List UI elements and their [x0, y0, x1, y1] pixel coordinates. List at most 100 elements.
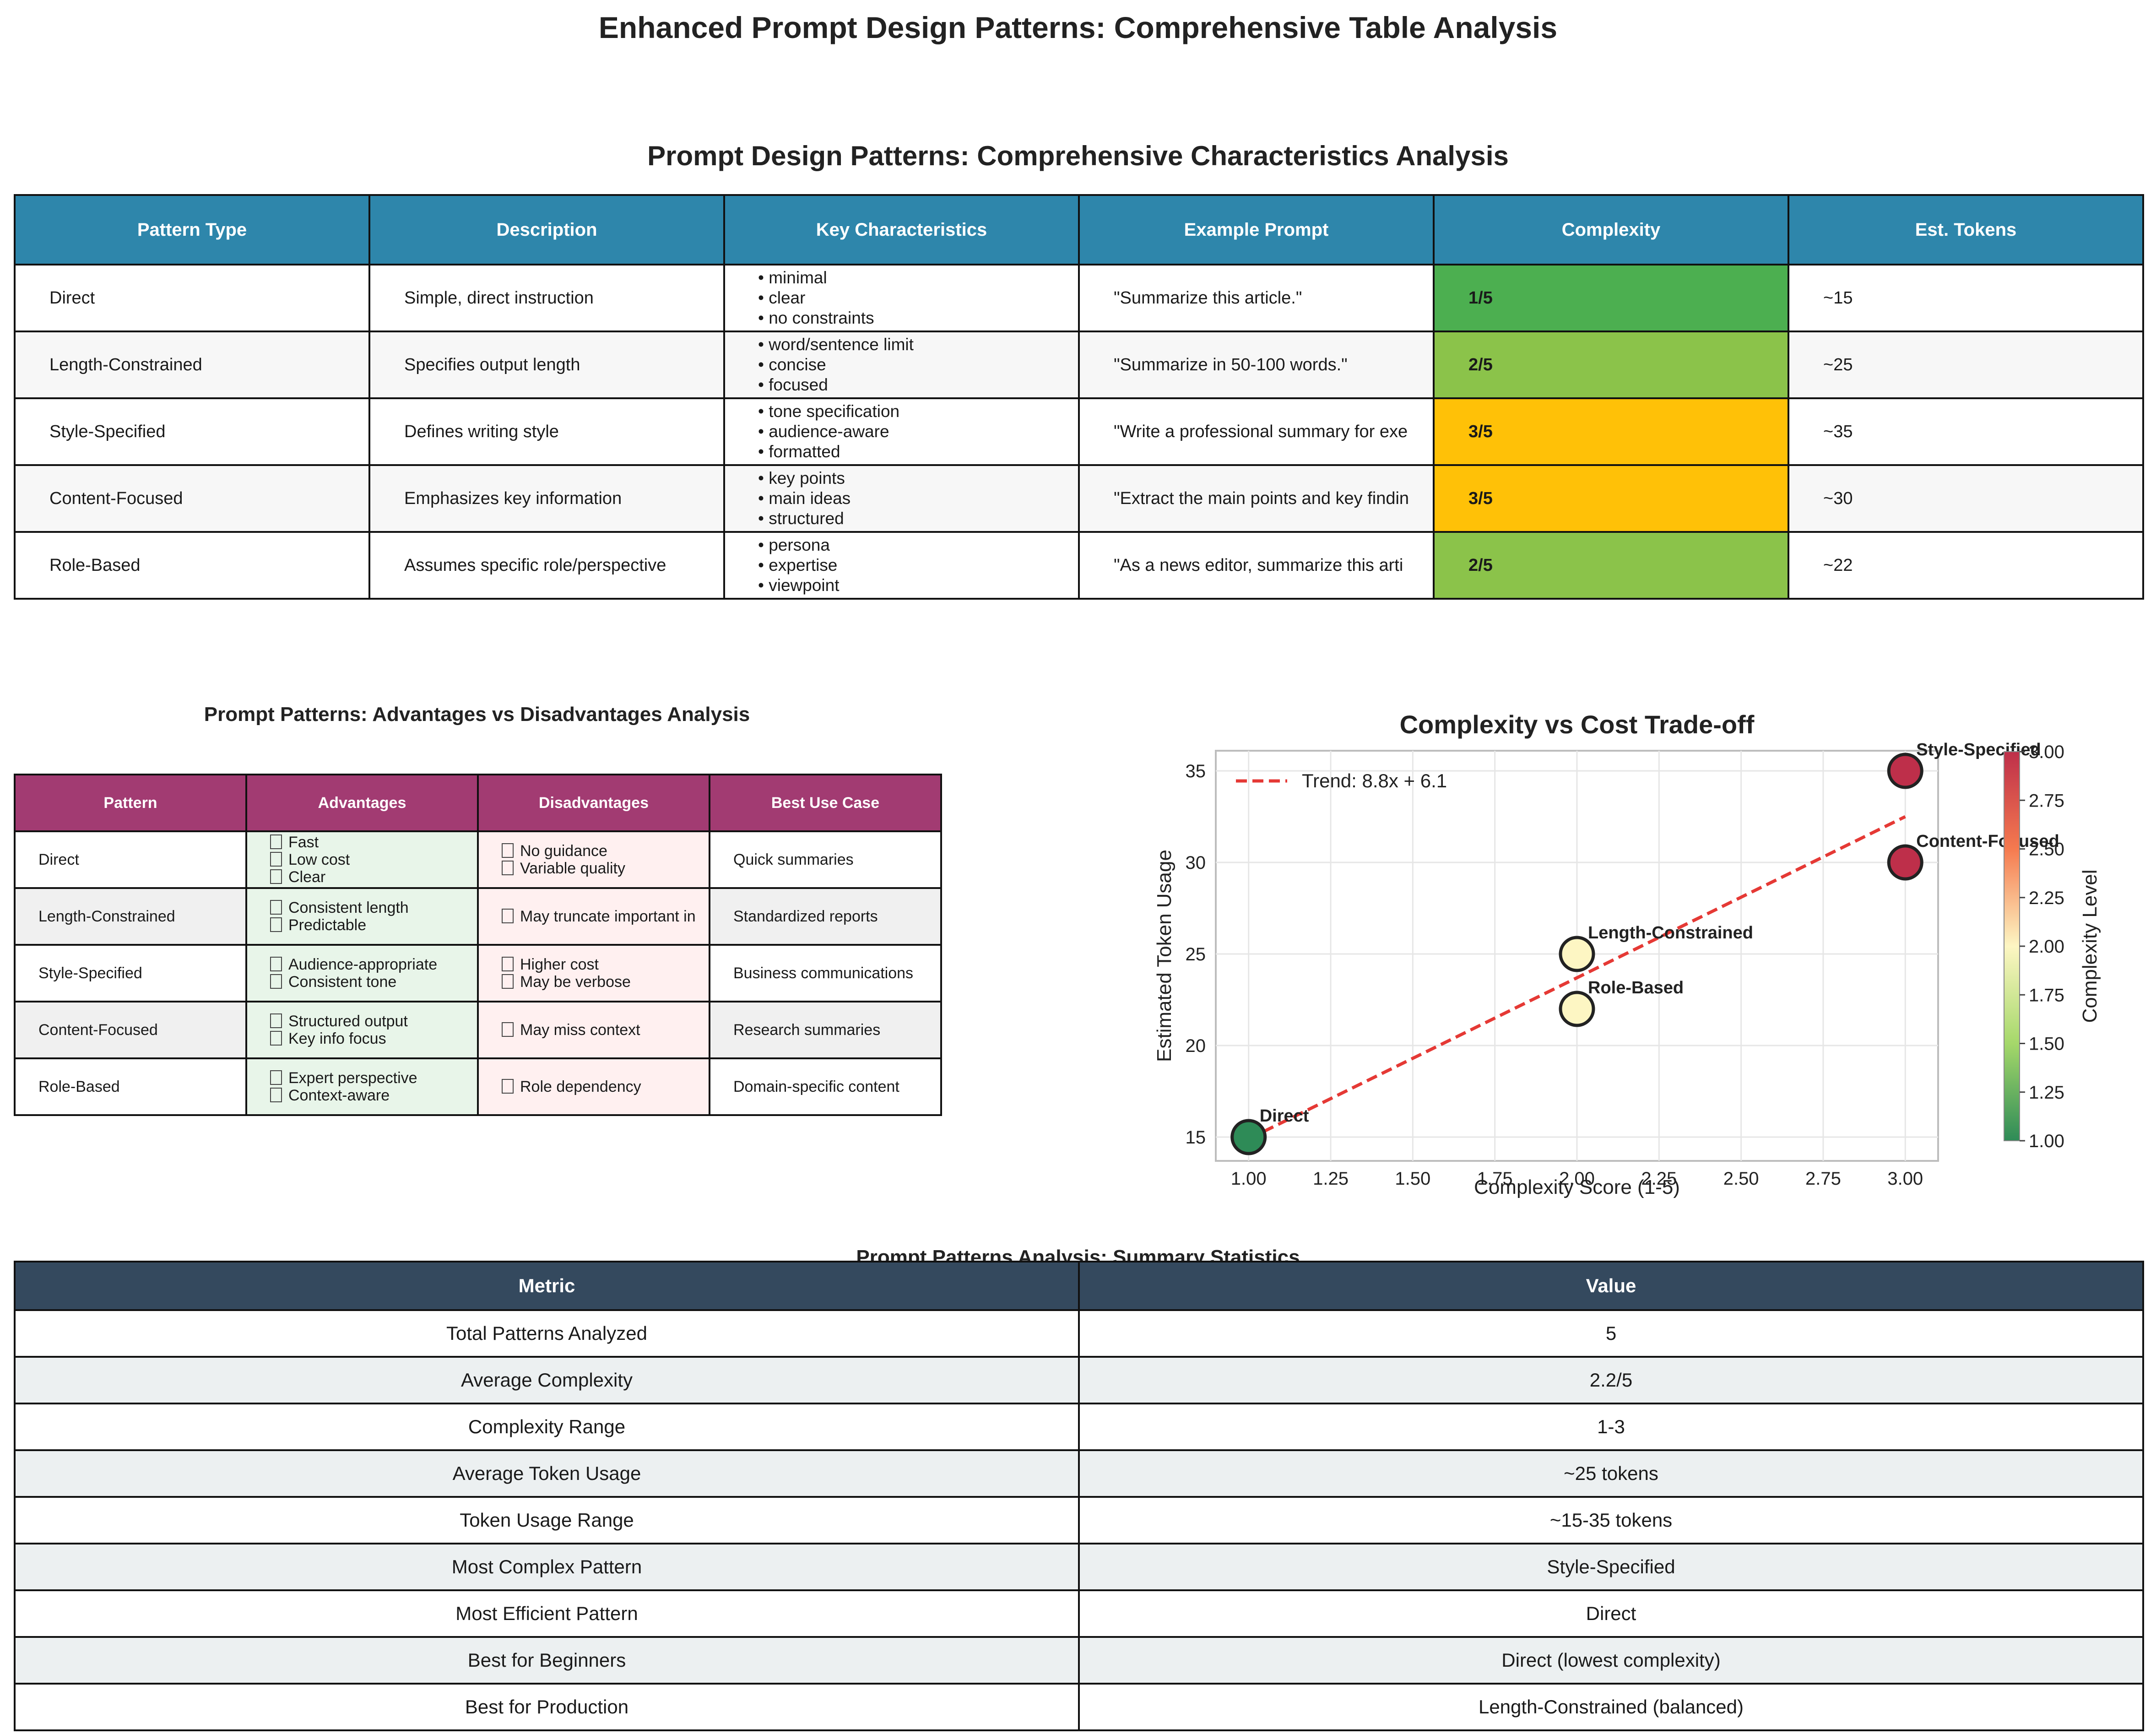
characteristics-cell: • minimal • clear • no constraints [723, 264, 1080, 332]
t1-header-cell: Est. Tokens [1788, 194, 2144, 266]
point-label: Direct [1260, 1106, 1309, 1126]
disadvantage-item: May miss context [502, 1021, 708, 1039]
scatter-chart: Complexity vs Cost Trade-off Direct Lengt… [1153, 710, 2101, 1198]
y-tick-label: 15 [1186, 1127, 1206, 1148]
example-cell: "Summarize this article." [1078, 264, 1435, 332]
metric-cell: Total Patterns Analyzed [14, 1309, 1080, 1358]
axis-ticks: 1.00 1.25 1.50 1.75 2.00 2.25 2.50 2.75 3.00 15 20… [1186, 761, 1923, 1189]
pattern-cell: Content-Focused [14, 1001, 247, 1059]
table-row: Average Token Usage ~25 tokens [14, 1449, 2144, 1498]
value-cell: Length-Constrained (balanced) [1078, 1683, 2144, 1731]
disadvantage-text: May miss context [520, 1021, 640, 1039]
missing-glyph-icon [270, 852, 282, 867]
point-label: Content-Focused [1916, 832, 2059, 851]
value-cell: Style-Specified [1078, 1543, 2144, 1591]
x-tick-label: 2.25 [1641, 1169, 1677, 1189]
table-row: Style-Specified Audience-appropriate Consi… [14, 944, 942, 1002]
advantage-text: Low cost [288, 851, 350, 868]
description-cell: Specifies output length [368, 331, 725, 399]
legend: Trend: 8.8x + 6.1 [1236, 770, 1447, 791]
point-label: Length-Constrained [1588, 923, 1753, 943]
metric-cell: Best for Beginners [14, 1636, 1080, 1685]
missing-glyph-icon [502, 909, 514, 923]
t2-header-cell: Advantages [245, 774, 479, 832]
missing-glyph-icon [270, 1070, 282, 1085]
points: Direct Length-Constrained Style-Specified C… [1230, 740, 2059, 1155]
advantage-item: Low cost [270, 851, 476, 868]
y-tick-label: 20 [1186, 1036, 1206, 1056]
data-point [1559, 991, 1595, 1027]
t3-header-cell: Metric [14, 1261, 1080, 1311]
pattern-cell: Length-Constrained [14, 331, 370, 399]
colorbar-tick-label: 3.00 [2029, 742, 2064, 762]
metric-cell: Most Efficient Pattern [14, 1589, 1080, 1638]
advantage-text: Predictable [288, 916, 367, 934]
metric-cell: Best for Production [14, 1683, 1080, 1731]
characteristic-item: • expertise [758, 556, 838, 574]
pattern-cell: Length-Constrained [14, 887, 247, 946]
complexity-cell: 3/5 [1433, 397, 1789, 466]
t2-header-cell: Best Use Case [709, 774, 942, 832]
y-axis-label: Estimated Token Usage [1153, 850, 1176, 1062]
advantages-table: Pattern Advantages Disadvantages Best Use C… [14, 774, 942, 1116]
use-case-cell: Quick summaries [709, 830, 942, 889]
table-row: Best for Production Length-Constrained (b… [14, 1683, 2144, 1731]
advantage-text: Fast [288, 834, 319, 851]
characteristic-item: • audience-aware [758, 422, 889, 441]
table-row: Length-Constrained Consistent length Predi… [14, 887, 942, 946]
value-cell: Direct (lowest complexity) [1078, 1636, 2144, 1685]
missing-glyph-icon [270, 1013, 282, 1028]
missing-glyph-icon [270, 869, 282, 884]
missing-glyph-icon [502, 957, 514, 971]
advantage-item: Consistent length [270, 899, 476, 916]
advantage-text: Structured output [288, 1013, 408, 1030]
chart-title: Complexity vs Cost Trade-off [1400, 710, 1755, 739]
table-row: Token Usage Range ~15-35 tokens [14, 1496, 2144, 1544]
disadvantage-item: No guidance [502, 842, 708, 860]
advantage-text: Consistent length [288, 899, 409, 916]
advantage-text: Audience-appropriate [288, 956, 438, 973]
disadvantages-cell: No guidance Variable quality [477, 830, 710, 889]
table-row: Most Complex Pattern Style-Specified [14, 1543, 2144, 1591]
advantage-item: Expert perspective [270, 1069, 476, 1087]
page-title: Enhanced Prompt Design Patterns: Compreh… [598, 11, 1558, 44]
t1-header-cell: Complexity [1433, 194, 1789, 266]
missing-glyph-icon [502, 1079, 514, 1094]
table-row: Content-Focused Emphasizes key informatio… [14, 464, 2144, 533]
disadvantage-item: May be verbose [502, 973, 708, 991]
advantages-cell: Fast Low cost Clear [245, 830, 479, 889]
use-case-cell: Research summaries [709, 1001, 942, 1059]
advantage-item: Audience-appropriate [270, 956, 476, 973]
colorbar-tick-label: 1.50 [2029, 1034, 2064, 1054]
disadvantage-text: Higher cost [520, 956, 599, 973]
colorbar-tick-label: 1.75 [2029, 985, 2064, 1005]
description-cell: Simple, direct instruction [368, 264, 725, 332]
trend [1248, 815, 1906, 1141]
colorbar-tick-label: 1.00 [2029, 1131, 2064, 1151]
missing-glyph-icon [270, 974, 282, 989]
advantages-cell: Audience-appropriate Consistent tone [245, 944, 479, 1002]
metric-cell: Complexity Range [14, 1403, 1080, 1451]
t1-header-cell: Example Prompt [1078, 194, 1435, 266]
example-cell: "As a news editor, summarize this arti [1078, 531, 1435, 600]
disadvantages-cell: May miss context [477, 1001, 710, 1059]
characteristic-item: • main ideas [758, 489, 851, 508]
point-label: Style-Specified [1916, 740, 2041, 759]
description-cell: Emphasizes key information [368, 464, 725, 533]
disadvantages-cell: May truncate important in [477, 887, 710, 946]
disadvantage-text: May be verbose [520, 973, 631, 991]
tokens-cell: ~35 [1788, 397, 2144, 466]
table-row: Most Efficient Pattern Direct [14, 1589, 2144, 1638]
complexity-cell: 2/5 [1433, 531, 1789, 600]
advantage-item: Predictable [270, 916, 476, 934]
characteristics-cell: • persona • expertise • viewpoint [723, 531, 1080, 600]
description-cell: Defines writing style [368, 397, 725, 466]
advantage-item: Fast [270, 834, 476, 851]
characteristics-cell: • tone specification • audience-aware • fo… [723, 397, 1080, 466]
disadvantage-text: May truncate important in [520, 908, 696, 925]
characteristic-item: • structured [758, 509, 844, 528]
advantage-text: Context-aware [288, 1087, 390, 1104]
colorbar-tick-label: 2.75 [2029, 791, 2064, 811]
example-cell: "Extract the main points and key findin [1078, 464, 1435, 533]
y-tick-label: 30 [1186, 853, 1206, 873]
